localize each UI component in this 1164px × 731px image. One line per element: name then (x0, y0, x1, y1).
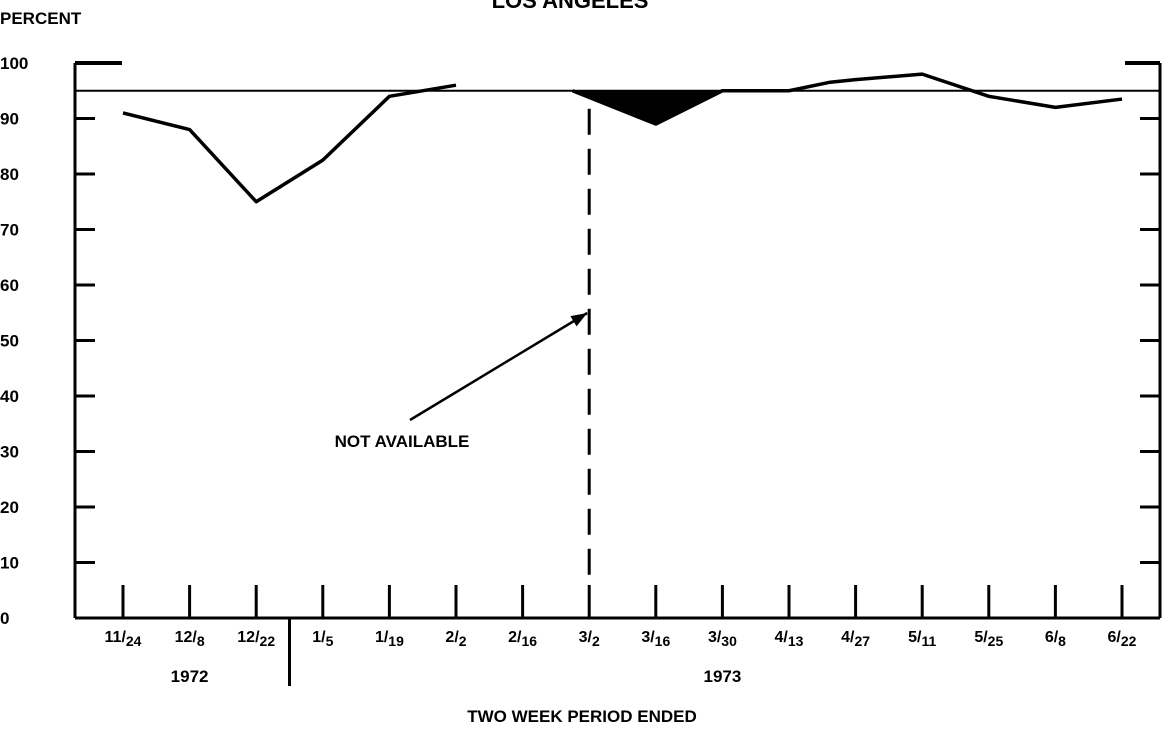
x-tick-label-day: 16 (655, 633, 671, 649)
shaded-area (572, 90, 723, 125)
x-tick-label-day: 25 (988, 633, 1004, 649)
x-tick-label-month: 4/ (775, 629, 789, 646)
x-tick-label-month: 1/ (375, 629, 389, 646)
y-tick-label: 30 (0, 443, 19, 462)
year-label: 1973 (703, 667, 741, 686)
x-tick-label-month: 5/ (908, 629, 922, 646)
year-labels: 1972 1973 (171, 618, 741, 686)
chart-title: LOS ANGELES (492, 0, 649, 13)
x-tick-label-day: 8 (197, 633, 205, 649)
x-tick-label-day: 11 (921, 633, 936, 649)
x-tick-label-month: 2/ (508, 629, 522, 646)
y-axis: 0 10 20 30 40 50 60 70 80 90 100 (0, 54, 1160, 628)
x-tick-label: 12/22 (237, 629, 275, 649)
year-label: 1972 (171, 667, 209, 686)
y-tick-label: 40 (0, 387, 19, 406)
x-tick-label: 6/22 (1108, 629, 1137, 649)
x-tick-label-day: 27 (854, 633, 870, 649)
x-tick-label: 4/27 (841, 629, 870, 649)
plot-frame (73, 61, 1162, 620)
x-tick-label-day: 8 (1058, 633, 1066, 649)
x-tick-label-month: 1/ (312, 629, 326, 646)
x-tick-label: 3/16 (641, 629, 670, 649)
y-tick-label: 100 (0, 54, 28, 73)
annotation-label: NOT AVAILABLE (335, 432, 470, 451)
x-tick-label-day: 24 (126, 633, 142, 649)
x-tick-label-day: 22 (1121, 633, 1137, 649)
y-tick-label: 10 (0, 554, 19, 573)
x-tick-label-month: 3/ (579, 629, 593, 646)
x-tick-label-month: 6/ (1045, 629, 1059, 646)
y-tick-label: 50 (0, 332, 19, 351)
x-tick-label-month: 12/ (237, 629, 260, 646)
x-tick-label: 4/13 (775, 629, 804, 649)
x-tick-label: 2/16 (508, 629, 537, 649)
x-tick-label-day: 22 (260, 633, 276, 649)
x-tick-label: 11/24 (105, 629, 142, 649)
x-tick-label-day: 2 (592, 633, 600, 649)
y-tick-label: 70 (0, 221, 19, 240)
x-tick-label: 6/8 (1045, 629, 1066, 649)
y-tick-label: 60 (0, 276, 19, 295)
x-tick-label-day: 13 (788, 633, 804, 649)
x-tick-label-day: 30 (721, 633, 737, 649)
x-tick-label: 3/30 (708, 629, 737, 649)
annotation-arrow (409, 311, 588, 422)
x-tick-label: 2/2 (445, 629, 466, 649)
y-tick-label: 0 (0, 609, 9, 628)
not-available-annotation: NOT AVAILABLE (335, 108, 591, 580)
y-axis-label: PERCENT (0, 9, 82, 28)
x-axis-label: TWO WEEK PERIOD ENDED (467, 707, 697, 726)
x-tick-label-month: 5/ (974, 629, 988, 646)
x-tick-label-month: 6/ (1108, 629, 1122, 646)
x-tick-label-month: 4/ (841, 629, 855, 646)
x-tick-label: 5/11 (908, 629, 936, 649)
x-tick-label-day: 2 (459, 633, 467, 649)
x-tick-label-day: 16 (521, 633, 537, 649)
x-tick-label-month: 2/ (445, 629, 459, 646)
x-tick-label: 5/25 (974, 629, 1003, 649)
x-tick-label-month: 3/ (708, 629, 722, 646)
x-tick-label-month: 11/ (105, 629, 127, 646)
annotation-arrowhead (570, 313, 588, 327)
y-tick-label: 80 (0, 165, 19, 184)
x-tick-label: 1/19 (375, 629, 404, 649)
y-tick-label: 90 (0, 110, 19, 129)
x-tick-label-day: 19 (388, 633, 404, 649)
series-segment-2 (571, 72, 1123, 126)
x-tick-label: 3/2 (579, 629, 600, 649)
x-tick-label: 12/8 (175, 629, 205, 649)
shortfall-shading (572, 90, 723, 125)
series-line (122, 72, 1123, 204)
x-tick-label-month: 3/ (641, 629, 655, 646)
x-tick-label: 1/5 (312, 629, 333, 649)
y-tick-label: 20 (0, 498, 19, 517)
x-tick-label-day: 5 (326, 633, 334, 649)
series-segment-1 (122, 83, 457, 204)
x-tick-label-month: 12/ (175, 629, 198, 646)
x-axis: 11/24 12/8 12/22 1/5 1/19 2/2 2/16 3/2 3/16 3/30 4… (105, 585, 1137, 649)
